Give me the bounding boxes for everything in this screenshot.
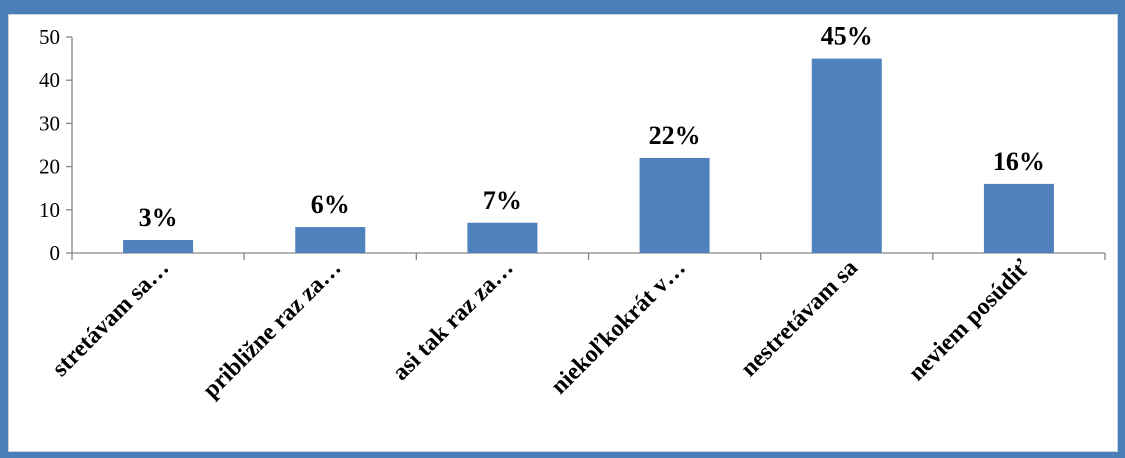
chart-frame: 0 10 20 30 40 50 3% stretávam sa… 6% približne r… [8,14,1118,452]
bar [467,222,538,253]
chart-axes: 0 10 20 30 40 50 [39,25,1106,265]
category-label: približne raz za… [198,255,346,403]
y-tick-label: 20 [39,155,60,179]
data-label: 6% [311,190,350,219]
bar-chart: 0 10 20 30 40 50 3% stretávam sa… 6% približne r… [39,22,1106,404]
bar [811,58,882,253]
bar [983,183,1054,253]
category-label: neviem posúdiť [904,255,1036,387]
data-label: 45% [821,22,873,51]
data-label: 3% [139,203,178,232]
data-label: 16% [993,147,1045,176]
y-tick-label: 30 [39,111,60,135]
category-label: stretávam sa… [47,255,174,382]
chart-bars [123,58,1054,253]
y-tick-label: 0 [50,241,61,265]
bar [295,227,366,253]
y-tick-label: 40 [39,68,60,92]
data-label: 22% [649,121,701,150]
bar [123,240,194,253]
category-label: niekoľkokrát v… [546,255,691,400]
y-tick-label: 10 [39,198,60,222]
y-tick-label: 50 [39,25,60,49]
chart-labels: 3% stretávam sa… 6% približne raz za… 7% asi … [47,22,1045,404]
category-label: asi tak raz za… [388,255,519,386]
category-label: nestretávam sa [736,255,863,382]
bar [639,157,710,253]
data-label: 7% [483,186,522,215]
